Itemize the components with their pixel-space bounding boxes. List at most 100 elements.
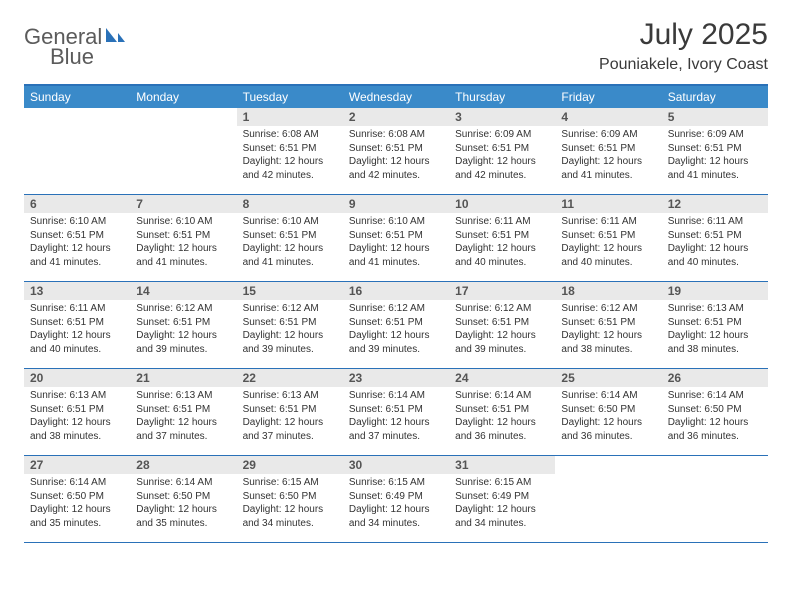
sunset-text: Sunset: 6:51 PM [349, 142, 443, 156]
day-cell: 29Sunrise: 6:15 AMSunset: 6:50 PMDayligh… [237, 456, 343, 542]
day-cell: 6Sunrise: 6:10 AMSunset: 6:51 PMDaylight… [24, 195, 130, 281]
sunset-text: Sunset: 6:51 PM [668, 316, 762, 330]
day-cell [24, 108, 130, 194]
day-cell: 24Sunrise: 6:14 AMSunset: 6:51 PMDayligh… [449, 369, 555, 455]
daylight-text: Daylight: 12 hours and 39 minutes. [136, 329, 230, 356]
day-number: 5 [662, 108, 768, 126]
sunset-text: Sunset: 6:51 PM [561, 316, 655, 330]
daylight-text: Daylight: 12 hours and 41 minutes. [30, 242, 124, 269]
sunrise-text: Sunrise: 6:14 AM [349, 389, 443, 403]
day-details: Sunrise: 6:11 AMSunset: 6:51 PMDaylight:… [24, 300, 130, 360]
day-number [662, 456, 768, 460]
day-cell: 11Sunrise: 6:11 AMSunset: 6:51 PMDayligh… [555, 195, 661, 281]
daylight-text: Daylight: 12 hours and 41 minutes. [668, 155, 762, 182]
sunrise-text: Sunrise: 6:12 AM [561, 302, 655, 316]
daylight-text: Daylight: 12 hours and 36 minutes. [561, 416, 655, 443]
daylight-text: Daylight: 12 hours and 34 minutes. [243, 503, 337, 530]
sunset-text: Sunset: 6:50 PM [668, 403, 762, 417]
daylight-text: Daylight: 12 hours and 40 minutes. [455, 242, 549, 269]
day-cell: 16Sunrise: 6:12 AMSunset: 6:51 PMDayligh… [343, 282, 449, 368]
day-details: Sunrise: 6:12 AMSunset: 6:51 PMDaylight:… [130, 300, 236, 360]
day-number: 14 [130, 282, 236, 300]
day-number: 28 [130, 456, 236, 474]
day-cell: 27Sunrise: 6:14 AMSunset: 6:50 PMDayligh… [24, 456, 130, 542]
day-cell: 7Sunrise: 6:10 AMSunset: 6:51 PMDaylight… [130, 195, 236, 281]
daylight-text: Daylight: 12 hours and 39 minutes. [349, 329, 443, 356]
week-row: 13Sunrise: 6:11 AMSunset: 6:51 PMDayligh… [24, 282, 768, 369]
logo-sail-icon [104, 26, 126, 49]
day-cell: 8Sunrise: 6:10 AMSunset: 6:51 PMDaylight… [237, 195, 343, 281]
sunrise-text: Sunrise: 6:15 AM [455, 476, 549, 490]
day-header-row: Sunday Monday Tuesday Wednesday Thursday… [24, 86, 768, 108]
day-details: Sunrise: 6:09 AMSunset: 6:51 PMDaylight:… [662, 126, 768, 186]
day-number: 25 [555, 369, 661, 387]
day-details: Sunrise: 6:14 AMSunset: 6:51 PMDaylight:… [449, 387, 555, 447]
day-cell [130, 108, 236, 194]
sunrise-text: Sunrise: 6:15 AM [243, 476, 337, 490]
day-header-thursday: Thursday [449, 86, 555, 108]
daylight-text: Daylight: 12 hours and 35 minutes. [136, 503, 230, 530]
day-details: Sunrise: 6:08 AMSunset: 6:51 PMDaylight:… [343, 126, 449, 186]
day-cell [662, 456, 768, 542]
daylight-text: Daylight: 12 hours and 40 minutes. [30, 329, 124, 356]
sunset-text: Sunset: 6:50 PM [561, 403, 655, 417]
sunset-text: Sunset: 6:51 PM [136, 229, 230, 243]
day-details: Sunrise: 6:12 AMSunset: 6:51 PMDaylight:… [237, 300, 343, 360]
sunset-text: Sunset: 6:51 PM [668, 229, 762, 243]
day-cell: 5Sunrise: 6:09 AMSunset: 6:51 PMDaylight… [662, 108, 768, 194]
daylight-text: Daylight: 12 hours and 39 minutes. [243, 329, 337, 356]
day-number: 7 [130, 195, 236, 213]
day-details: Sunrise: 6:14 AMSunset: 6:51 PMDaylight:… [343, 387, 449, 447]
daylight-text: Daylight: 12 hours and 41 minutes. [243, 242, 337, 269]
daylight-text: Daylight: 12 hours and 37 minutes. [349, 416, 443, 443]
logo-blue-row: Blue [24, 44, 94, 70]
day-number: 19 [662, 282, 768, 300]
day-details: Sunrise: 6:15 AMSunset: 6:49 PMDaylight:… [343, 474, 449, 534]
day-details: Sunrise: 6:08 AMSunset: 6:51 PMDaylight:… [237, 126, 343, 186]
day-header-tuesday: Tuesday [237, 86, 343, 108]
sunset-text: Sunset: 6:50 PM [243, 490, 337, 504]
day-number: 24 [449, 369, 555, 387]
day-cell: 1Sunrise: 6:08 AMSunset: 6:51 PMDaylight… [237, 108, 343, 194]
day-number: 16 [343, 282, 449, 300]
daylight-text: Daylight: 12 hours and 36 minutes. [455, 416, 549, 443]
day-cell: 9Sunrise: 6:10 AMSunset: 6:51 PMDaylight… [343, 195, 449, 281]
sunset-text: Sunset: 6:51 PM [668, 142, 762, 156]
day-number: 9 [343, 195, 449, 213]
day-details: Sunrise: 6:12 AMSunset: 6:51 PMDaylight:… [449, 300, 555, 360]
day-details: Sunrise: 6:13 AMSunset: 6:51 PMDaylight:… [130, 387, 236, 447]
day-cell: 25Sunrise: 6:14 AMSunset: 6:50 PMDayligh… [555, 369, 661, 455]
day-number: 15 [237, 282, 343, 300]
day-cell: 28Sunrise: 6:14 AMSunset: 6:50 PMDayligh… [130, 456, 236, 542]
location-subtitle: Pouniakele, Ivory Coast [599, 56, 768, 74]
sunset-text: Sunset: 6:51 PM [30, 403, 124, 417]
daylight-text: Daylight: 12 hours and 41 minutes. [349, 242, 443, 269]
day-number [555, 456, 661, 460]
day-number: 10 [449, 195, 555, 213]
day-number: 27 [24, 456, 130, 474]
sunset-text: Sunset: 6:51 PM [455, 229, 549, 243]
daylight-text: Daylight: 12 hours and 37 minutes. [136, 416, 230, 443]
daylight-text: Daylight: 12 hours and 37 minutes. [243, 416, 337, 443]
calendar-grid: Sunday Monday Tuesday Wednesday Thursday… [24, 84, 768, 543]
day-number: 30 [343, 456, 449, 474]
day-cell [555, 456, 661, 542]
sunrise-text: Sunrise: 6:15 AM [349, 476, 443, 490]
day-cell: 3Sunrise: 6:09 AMSunset: 6:51 PMDaylight… [449, 108, 555, 194]
sunrise-text: Sunrise: 6:10 AM [136, 215, 230, 229]
day-number: 2 [343, 108, 449, 126]
day-cell: 23Sunrise: 6:14 AMSunset: 6:51 PMDayligh… [343, 369, 449, 455]
sunset-text: Sunset: 6:51 PM [243, 316, 337, 330]
sunset-text: Sunset: 6:51 PM [561, 142, 655, 156]
sunrise-text: Sunrise: 6:10 AM [243, 215, 337, 229]
day-cell: 20Sunrise: 6:13 AMSunset: 6:51 PMDayligh… [24, 369, 130, 455]
sunrise-text: Sunrise: 6:12 AM [136, 302, 230, 316]
month-title: July 2025 [599, 18, 768, 52]
daylight-text: Daylight: 12 hours and 42 minutes. [243, 155, 337, 182]
sunset-text: Sunset: 6:51 PM [349, 316, 443, 330]
day-details: Sunrise: 6:14 AMSunset: 6:50 PMDaylight:… [130, 474, 236, 534]
sunrise-text: Sunrise: 6:13 AM [243, 389, 337, 403]
sunrise-text: Sunrise: 6:14 AM [668, 389, 762, 403]
day-number: 23 [343, 369, 449, 387]
day-number: 17 [449, 282, 555, 300]
